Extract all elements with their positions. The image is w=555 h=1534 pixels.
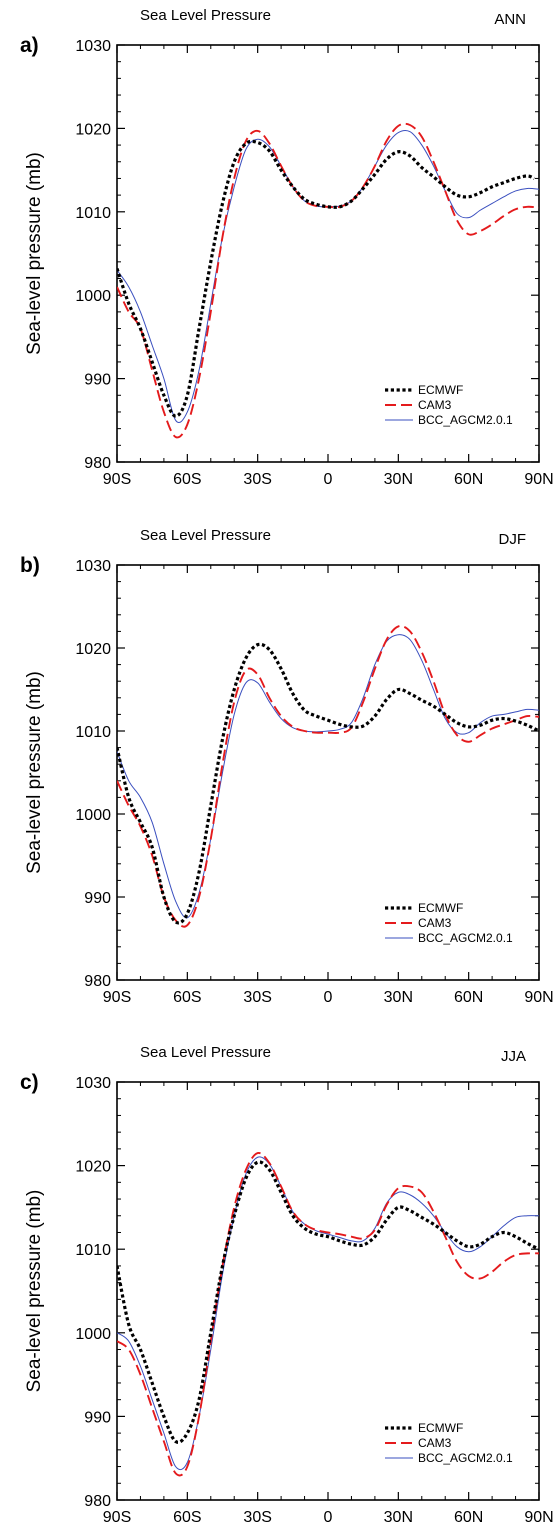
x-tick-label: 60N bbox=[454, 1509, 483, 1526]
series-line-ecmwf bbox=[117, 1160, 539, 1444]
y-tick-label: 1030 bbox=[75, 38, 111, 55]
x-tick-label: 0 bbox=[324, 471, 333, 488]
plot-frame bbox=[116, 1081, 540, 1501]
x-tick-label: 60S bbox=[173, 989, 201, 1006]
legend-label: ECMWF bbox=[418, 383, 463, 397]
panel-ann: Sea Level Pressure ANN a) 980 990 1000 1010 102… bbox=[20, 7, 554, 488]
panel-letter: c) bbox=[20, 1071, 39, 1094]
y-axis-label: Sea-level pressure (mb) bbox=[24, 1190, 45, 1393]
legend-label: BCC_AGCM2.0.1 bbox=[418, 413, 513, 427]
panel-letter: a) bbox=[20, 34, 39, 57]
y-tick-label: 1000 bbox=[75, 1326, 111, 1343]
legend-label: BCC_AGCM2.0.1 bbox=[418, 931, 513, 945]
y-axis-label: Sea-level pressure (mb) bbox=[24, 671, 45, 874]
x-tick-label: 90S bbox=[103, 471, 131, 488]
legend-label: ECMWF bbox=[418, 901, 463, 915]
x-tick-label: 30N bbox=[384, 471, 413, 488]
x-tick-label: 0 bbox=[324, 1509, 333, 1526]
x-tick-label: 30S bbox=[243, 989, 271, 1006]
panel-title: Sea Level Pressure bbox=[140, 527, 271, 544]
y-tick-label: 1020 bbox=[75, 641, 111, 658]
panel-letter: b) bbox=[20, 554, 40, 577]
y-axis-label: Sea-level pressure (mb) bbox=[24, 152, 45, 355]
x-tick-label: 90S bbox=[103, 1509, 131, 1526]
x-tick-label: 30N bbox=[384, 1509, 413, 1526]
x-tick-label: 30S bbox=[243, 1509, 271, 1526]
legend-label: CAM3 bbox=[418, 1436, 452, 1450]
y-tick-label: 1000 bbox=[75, 807, 111, 824]
y-tick-label: 1030 bbox=[75, 1075, 111, 1092]
legend-label: CAM3 bbox=[418, 916, 452, 930]
series-line-bcc-agcm2-0-1 bbox=[117, 634, 539, 919]
y-tick-label: 990 bbox=[84, 372, 111, 389]
y-tick-label: 980 bbox=[84, 455, 111, 472]
series-line-bcc-agcm2-0-1 bbox=[117, 129, 539, 424]
x-tick-label: 90N bbox=[524, 1509, 553, 1526]
panel-title: Sea Level Pressure bbox=[140, 1044, 271, 1061]
panel-title: Sea Level Pressure bbox=[140, 7, 271, 24]
plot-frame bbox=[116, 564, 540, 981]
x-tick-label: 90N bbox=[524, 471, 553, 488]
series-line-bcc-agcm2-0-1 bbox=[117, 1156, 539, 1471]
x-tick-label: 30S bbox=[243, 471, 271, 488]
series-line-ecmwf bbox=[117, 642, 539, 925]
x-tick-label: 30N bbox=[384, 989, 413, 1006]
y-tick-label: 990 bbox=[84, 890, 111, 907]
x-tick-label: 60N bbox=[454, 471, 483, 488]
x-tick-label: 60N bbox=[454, 989, 483, 1006]
y-tick-label: 980 bbox=[84, 1493, 111, 1510]
legend-label: ECMWF bbox=[418, 1421, 463, 1435]
series-line-ecmwf bbox=[117, 139, 535, 418]
panel-jja: Sea Level Pressure JJA c) 980 990 1000 1010 102… bbox=[20, 1044, 554, 1526]
y-tick-label: 1010 bbox=[75, 205, 111, 222]
season-label: ANN bbox=[494, 11, 526, 28]
panel-djf: Sea Level Pressure DJF b) 980 990 1000 1010 102… bbox=[20, 527, 554, 1006]
x-tick-label: 60S bbox=[173, 1509, 201, 1526]
x-tick-label: 60S bbox=[173, 471, 201, 488]
x-tick-label: 0 bbox=[324, 989, 333, 1006]
y-tick-label: 1010 bbox=[75, 724, 111, 741]
series-line-cam3 bbox=[117, 1151, 539, 1477]
y-tick-label: 1020 bbox=[75, 121, 111, 138]
season-label: JJA bbox=[501, 1048, 526, 1065]
series-line-cam3 bbox=[117, 122, 539, 439]
x-tick-label: 90N bbox=[524, 989, 553, 1006]
legend-label: CAM3 bbox=[418, 398, 452, 412]
y-tick-label: 1030 bbox=[75, 558, 111, 575]
y-tick-label: 1000 bbox=[75, 288, 111, 305]
plot-frame bbox=[116, 44, 540, 463]
season-label: DJF bbox=[499, 531, 527, 548]
y-tick-label: 1020 bbox=[75, 1159, 111, 1176]
legend-label: BCC_AGCM2.0.1 bbox=[418, 1451, 513, 1465]
series-line-cam3 bbox=[117, 625, 539, 928]
y-tick-label: 990 bbox=[84, 1409, 111, 1426]
x-tick-label: 90S bbox=[103, 989, 131, 1006]
y-tick-label: 1010 bbox=[75, 1242, 111, 1259]
y-tick-label: 980 bbox=[84, 973, 111, 990]
